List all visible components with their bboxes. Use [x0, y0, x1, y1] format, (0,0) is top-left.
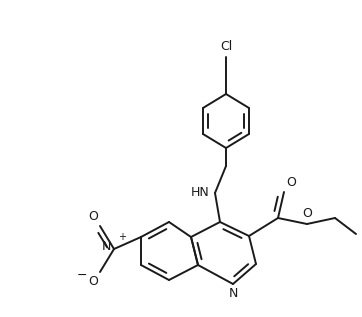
Text: +: + [118, 232, 126, 242]
Text: −: − [77, 268, 87, 281]
Text: N: N [228, 287, 238, 300]
Text: O: O [286, 176, 296, 189]
Text: N: N [102, 241, 111, 254]
Text: Cl: Cl [220, 40, 232, 53]
Text: O: O [88, 275, 98, 288]
Text: O: O [302, 207, 312, 220]
Text: HN: HN [191, 186, 210, 199]
Text: O: O [88, 210, 98, 223]
